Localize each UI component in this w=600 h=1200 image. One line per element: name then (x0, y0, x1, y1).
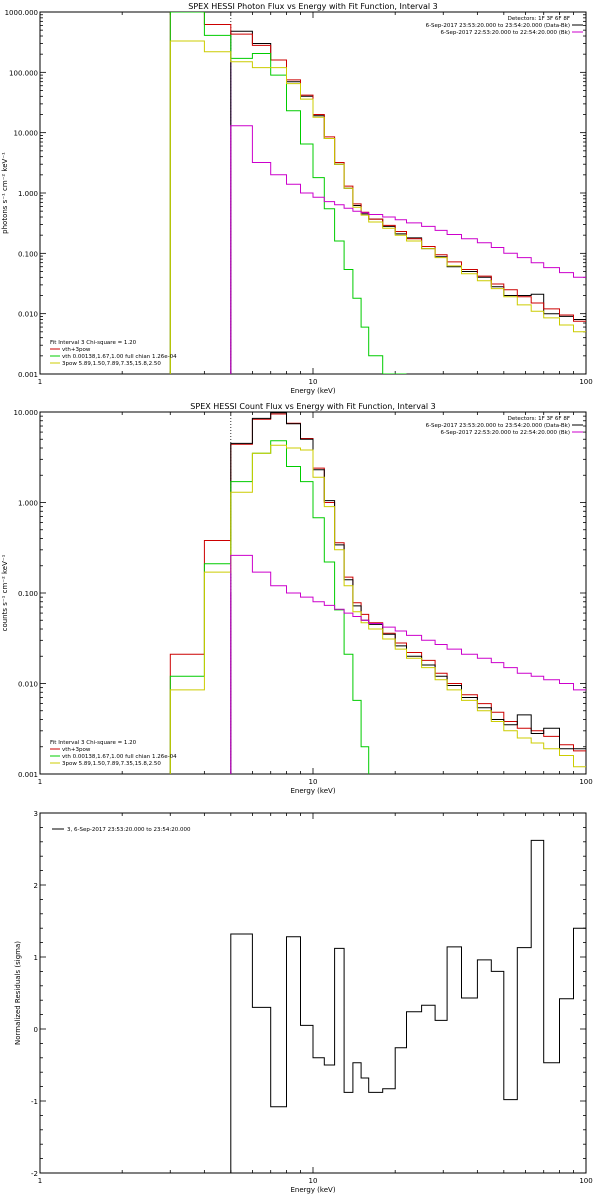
series-vth-histogram (169, 12, 407, 374)
y-tick-label: 0.010 (18, 681, 38, 689)
y-tick-label: 3 (34, 810, 38, 818)
fit-info-line-3: vth 0.00138,1.67,1.00 full chian 1.26e-0… (62, 354, 177, 360)
fit-info-line-1: Fit Interval 3 Chi-square = 1.20 (50, 340, 137, 346)
header-line-1: Detectors: 1F 3F 6F 8F (508, 16, 570, 22)
fit-info-line-2: vth+3pow (62, 347, 91, 353)
y-tick-label: -2 (31, 1170, 38, 1178)
fit-info-line-4: 3pow 5.89,1.50,7.89,7.35,15.8,2.50 (62, 761, 161, 767)
fit-info-line-3: vth 0.00138,1.67,1.00 full chian 1.26e-0… (62, 754, 177, 760)
residual-legend-label: 3, 6-Sep-2017 23:53:20.000 to 23:54:20.0… (67, 827, 191, 833)
x-tick-label: 1 (38, 778, 42, 786)
header-line-3: 6-Sep-2017 22:53:20.000 to 22:54:20.000 … (441, 30, 571, 36)
y-tick-label: 0 (34, 1026, 38, 1034)
series-total-histogram (169, 413, 586, 774)
y-tick-label: 0.001 (18, 371, 38, 379)
series-data-histogram (230, 412, 586, 774)
fit-info-line-2: vth+3pow (62, 747, 91, 753)
y-axis-label: photons s⁻¹ cm⁻² keV⁻¹ (1, 152, 9, 234)
series-pow-histogram (169, 444, 586, 774)
x-tick-label: 10 (309, 778, 318, 786)
y-tick-label: 2 (34, 882, 38, 890)
y-tick-label: 1.000 (18, 190, 38, 198)
fit-info-line-1: Fit Interval 3 Chi-square = 1.20 (50, 740, 137, 746)
x-tick-label: 100 (579, 778, 592, 786)
x-axis-label: Energy (keV) (290, 387, 335, 395)
chart-panel-1: SPEX HESSI Photon Flux vs Energy with Fi… (1, 2, 593, 395)
y-tick-label: -1 (31, 1098, 38, 1106)
chart-panel-3: 1 10 100 Energy (keV) -2 -1 0 1 2 3 Normalized Res… (14, 810, 593, 1194)
series-group (169, 412, 586, 774)
y-tick-label: 0.001 (18, 771, 38, 779)
y-tick-label: 0.100 (18, 250, 38, 258)
header-line-3: 6-Sep-2017 22:53:20.000 to 22:54:20.000 … (441, 430, 571, 436)
series-vth-histogram (169, 440, 370, 774)
header-line-2: 6-Sep-2017 23:53:20.000 to 23:54:20.000 … (426, 23, 570, 29)
series-group (230, 839, 586, 1173)
chart-panel-2: SPEX HESSI Count Flux vs Energy with Fit… (1, 402, 593, 795)
x-tick-label: 100 (579, 378, 592, 386)
x-axis-label: Energy (keV) (290, 787, 335, 795)
x-tick-label: 10 (309, 1177, 318, 1185)
y-tick-label: 0.010 (18, 311, 38, 319)
x-tick-label: 1 (38, 378, 42, 386)
y-tick-label: 1.000 (18, 500, 38, 508)
x-tick-label: 10 (309, 378, 318, 386)
x-axis-label: Energy (keV) (290, 1186, 335, 1194)
header-line-1: Detectors: 1F 3F 6F 8F (508, 416, 570, 422)
x-tick-label: 100 (579, 1177, 592, 1185)
series-data-histogram (230, 30, 586, 374)
fit-info-line-4: 3pow 5.89,1.50,7.89,7.35,15.8,2.50 (62, 361, 161, 367)
series-bk-histogram (230, 554, 586, 774)
y-tick-label: 10.000 (14, 130, 39, 138)
chart-title: SPEX HESSI Count Flux vs Energy with Fit… (190, 402, 435, 411)
header-line-2: 6-Sep-2017 23:53:20.000 to 23:54:20.000 … (426, 423, 570, 429)
y-tick-label: 100.000 (9, 69, 38, 77)
series-bk-histogram (230, 125, 586, 374)
y-tick-label: 10.000 (14, 409, 39, 417)
y-axis-label: Normalized Residuals (sigma) (14, 941, 22, 1045)
y-tick-label: 1 (34, 954, 38, 962)
y-tick-label: 1000.000 (5, 9, 38, 17)
series-group (169, 12, 586, 374)
series-total-histogram (169, 12, 586, 374)
y-axis-label: counts s⁻¹ cm⁻² keV⁻¹ (1, 554, 9, 631)
series-pow-histogram (169, 40, 586, 374)
x-tick-label: 1 (38, 1177, 42, 1185)
series-data-histogram (230, 839, 586, 1173)
y-tick-label: 0.100 (18, 590, 38, 598)
chart-title: SPEX HESSI Photon Flux vs Energy with Fi… (188, 2, 438, 11)
